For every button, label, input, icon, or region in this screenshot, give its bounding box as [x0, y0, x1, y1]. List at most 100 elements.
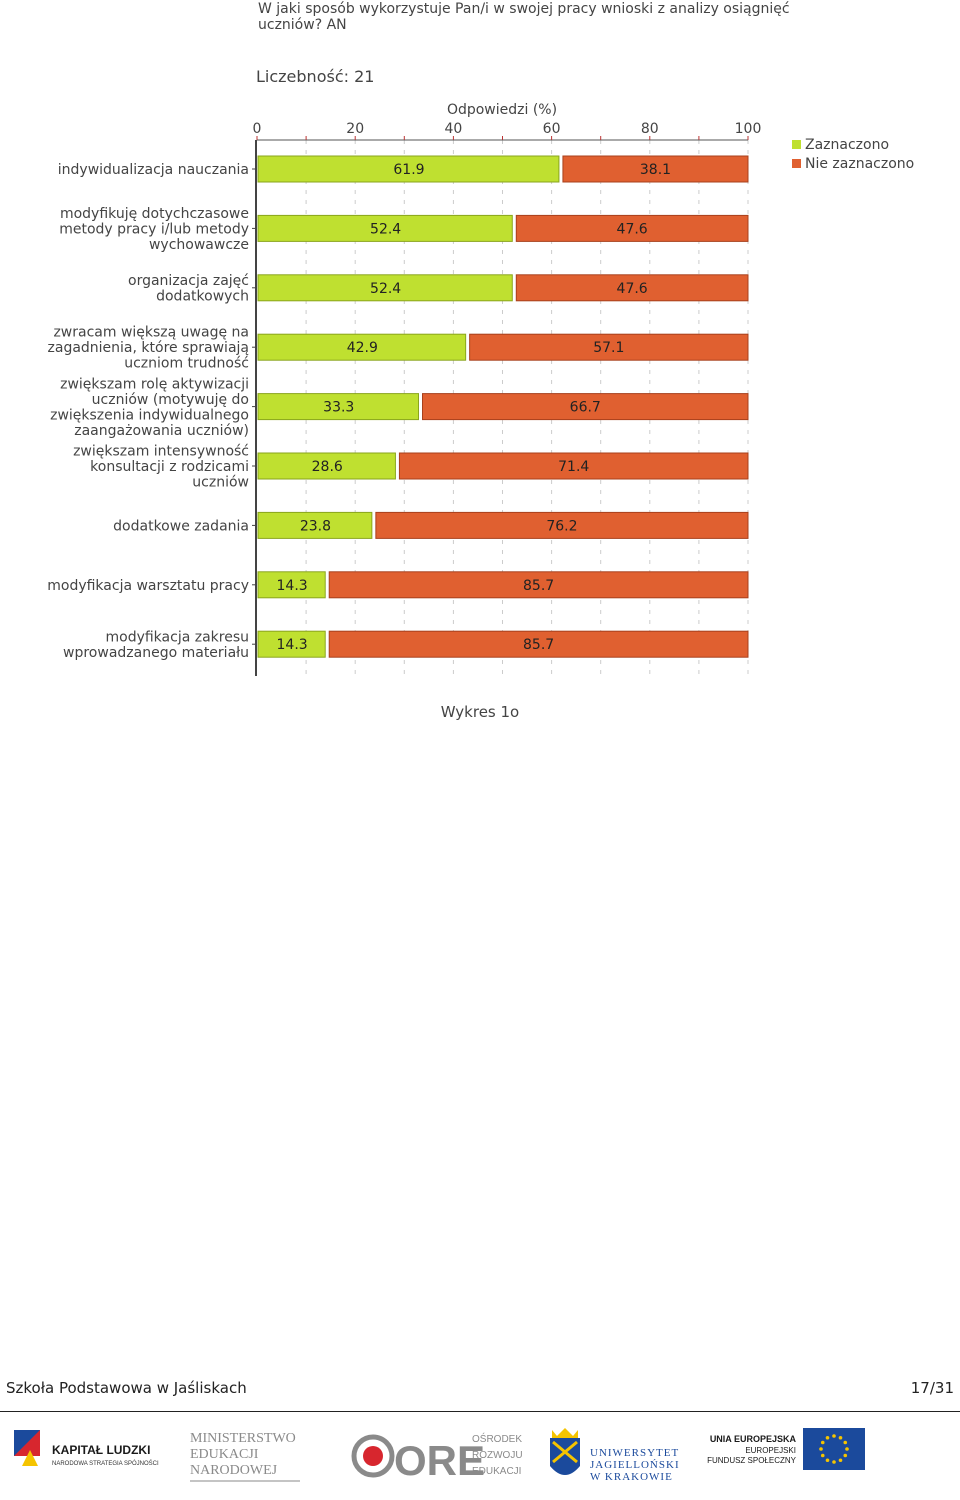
category-label: modyfikacja zakresu [105, 629, 249, 645]
footer-school-name: Szkoła Podstawowa w Jaśliskach [6, 1379, 247, 1397]
category-label: wprowadzanego materiału [63, 645, 249, 661]
category-label: uczniom trudność [124, 356, 249, 372]
kapital-ludzki-logo: KAPITAŁ LUDZKI NARODOWA STRATEGIA SPÓJNO… [14, 1430, 159, 1467]
legend-swatch [792, 140, 801, 149]
x-axis-ticks: 0 20 40 60 80 100 [252, 121, 761, 676]
ue-efs-logo: UNIA EUROPEJSKA EUROPEJSKI FUNDUSZ SPOŁE… [707, 1428, 865, 1470]
data-label-zaznaczono: 23.8 [300, 518, 331, 534]
x-tick-label: 0 [253, 121, 262, 137]
ore-logo: ORE OŚRODEK ROZWOJU EDUKACJI [351, 1432, 523, 1484]
eu-star [838, 1435, 843, 1440]
category-label: zwiększam intensywność [73, 444, 249, 460]
svg-text:UNIA EUROPEJSKA: UNIA EUROPEJSKA [710, 1434, 797, 1444]
data-label-nie-zaznaczono: 85.7 [523, 578, 554, 594]
category-label: dodatkowe zadania [113, 518, 249, 534]
data-label-nie-zaznaczono: 85.7 [523, 637, 554, 653]
x-tick-label: 80 [641, 121, 659, 137]
data-label-zaznaczono: 28.6 [312, 459, 343, 475]
men-logo: MINISTERSTWO EDUKACJI NARODOWEJ [190, 1431, 300, 1482]
bar-zaznaczono [257, 571, 326, 599]
category-label: modyfikuję dotychczasowe [60, 206, 249, 222]
svg-text:ORE: ORE [394, 1437, 485, 1484]
data-label-zaznaczono: 52.4 [370, 281, 401, 297]
category-label: zaangażowania uczniów) [74, 423, 249, 439]
count-label: Liczebność: 21 [256, 67, 374, 86]
category-label: wychowawcze [149, 237, 249, 253]
category-labels: indywidualizacja nauczania modyfikuję dot… [47, 162, 249, 661]
category-label: zwracam większą uwagę na [53, 325, 249, 341]
category-label: modyfikacja warsztatu pracy [47, 578, 249, 594]
data-label-nie-zaznaczono: 47.6 [617, 281, 648, 297]
x-axis-title: Odpowiedzi (%) [447, 102, 557, 118]
footer-page-number: 17/31 [910, 1379, 954, 1397]
legend: Zaznaczono Nie zaznaczono [792, 137, 914, 172]
legend-label: Zaznaczono [805, 137, 889, 153]
chart-question-line2: uczniów? AN [258, 17, 347, 33]
svg-text:OŚRODEK: OŚRODEK [472, 1432, 522, 1445]
category-label: zagadnienia, które sprawiają [48, 340, 249, 356]
category-label: konsultacji z rodzicami [90, 459, 249, 475]
x-tick-label: 40 [444, 121, 462, 137]
bar-nie-zaznaczono [469, 333, 749, 361]
chart-caption: Wykres 1o [440, 703, 520, 721]
bar-zaznaczono [257, 333, 467, 361]
category-label: metody pracy i/lub metody [59, 221, 249, 237]
data-label-zaznaczono: 14.3 [277, 637, 308, 653]
category-label: indywidualizacja nauczania [58, 162, 249, 178]
svg-text:MINISTERSTWO: MINISTERSTWO [190, 1431, 296, 1446]
svg-text:NARODOWEJ: NARODOWEJ [190, 1463, 278, 1478]
x-tick-label: 60 [543, 121, 561, 137]
eu-star [825, 1458, 830, 1463]
logo-strip: KAPITAŁ LUDZKI NARODOWA STRATEGIA SPÓJNO… [14, 1428, 865, 1484]
eu-star [838, 1458, 843, 1463]
eu-star [820, 1453, 825, 1458]
x-tick-label: 20 [346, 121, 364, 137]
x-tick-label: 100 [735, 121, 762, 137]
bar-chart: W jaki sposób wykorzystuje Pan/i w swoje… [47, 1, 914, 676]
data-label-zaznaczono: 14.3 [277, 578, 308, 594]
svg-text:ROZWOJU: ROZWOJU [472, 1450, 523, 1461]
svg-text:NARODOWA STRATEGIA SPÓJNOŚCI: NARODOWA STRATEGIA SPÓJNOŚCI [52, 1459, 159, 1467]
category-label: dodatkowych [156, 289, 249, 305]
category-label: zwiększenia indywidualnego [50, 407, 249, 423]
svg-text:W KRAKOWIE: W KRAKOWIE [590, 1471, 673, 1483]
footer-divider [0, 1411, 960, 1412]
bar-zaznaczono [257, 452, 396, 480]
data-label-zaznaczono: 52.4 [370, 221, 401, 237]
bar-zaznaczono [257, 214, 513, 242]
data-label-nie-zaznaczono: 47.6 [617, 221, 648, 237]
bar-zaznaczono [257, 511, 373, 539]
bar-zaznaczono [257, 630, 326, 658]
eu-star [832, 1434, 836, 1438]
svg-text:EDUKACJI: EDUKACJI [472, 1466, 521, 1477]
bar-nie-zaznaczono [422, 393, 749, 421]
bars: 61.9 38.1 52.4 47.6 52.4 47.6 42.9 57.1 33.3 66.7… [257, 155, 749, 658]
legend-label: Nie zaznaczono [805, 156, 914, 172]
chart-question-line1: W jaki sposób wykorzystuje Pan/i w swoje… [258, 1, 790, 17]
svg-text:KAPITAŁ LUDZKI: KAPITAŁ LUDZKI [52, 1443, 150, 1457]
eu-star [845, 1447, 849, 1451]
svg-text:FUNDUSZ SPOŁECZNY: FUNDUSZ SPOŁECZNY [707, 1456, 797, 1465]
category-label: uczniów (motywuję do [92, 392, 249, 408]
data-label-zaznaczono: 61.9 [393, 162, 424, 178]
eu-star [819, 1447, 823, 1451]
svg-text:EUROPEJSKI: EUROPEJSKI [745, 1446, 796, 1455]
legend-swatch [792, 159, 801, 168]
bar-zaznaczono [257, 393, 420, 421]
data-label-zaznaczono: 42.9 [347, 340, 378, 356]
eu-star [843, 1453, 848, 1458]
svg-text:EDUKACJI: EDUKACJI [190, 1447, 259, 1462]
data-label-nie-zaznaczono: 66.7 [570, 400, 601, 416]
category-label: organizacja zajęć [128, 273, 249, 289]
eu-star [843, 1440, 848, 1445]
data-label-nie-zaznaczono: 57.1 [593, 340, 624, 356]
data-label-zaznaczono: 33.3 [323, 400, 354, 416]
bar-zaznaczono [257, 155, 560, 183]
eu-star [820, 1440, 825, 1445]
data-label-nie-zaznaczono: 38.1 [640, 162, 671, 178]
eu-star [825, 1435, 830, 1440]
bar-nie-zaznaczono [398, 452, 749, 480]
svg-text:UNIWERSYTET: UNIWERSYTET [590, 1447, 679, 1459]
category-label: uczniów [192, 475, 249, 491]
bar-nie-zaznaczono [375, 511, 749, 539]
